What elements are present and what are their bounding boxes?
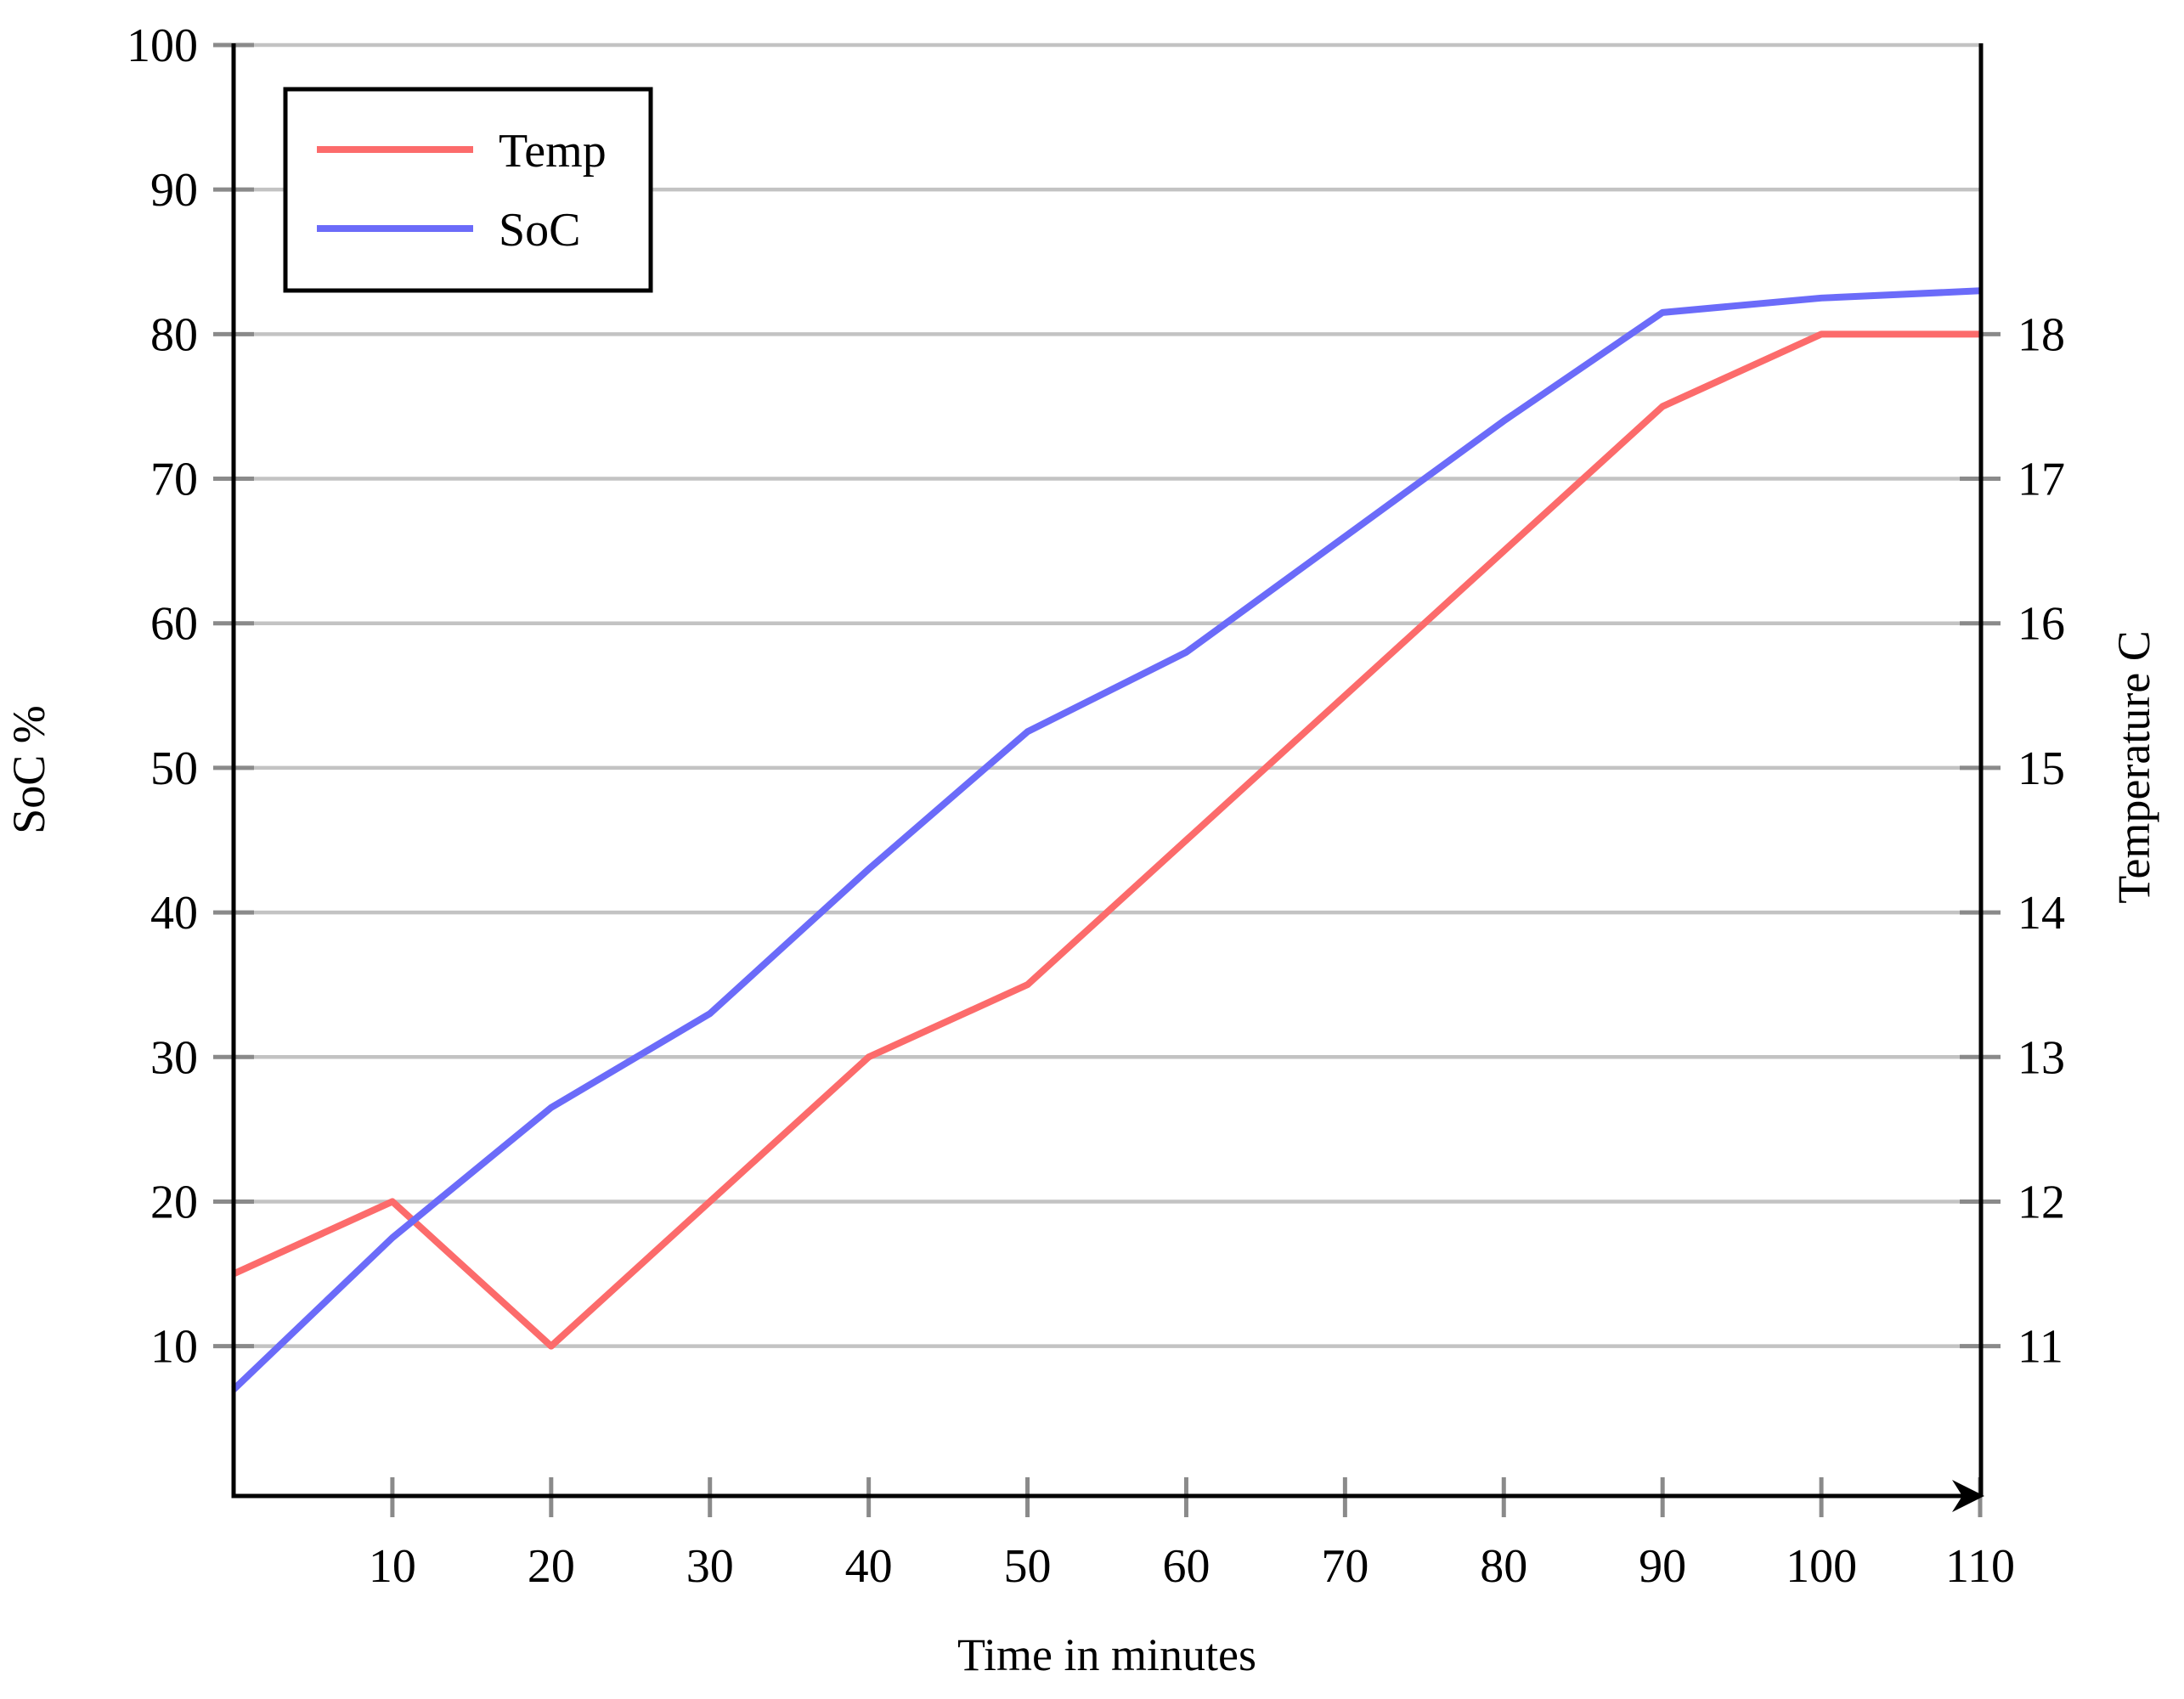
right-tick-label: 14 [2018, 887, 2065, 940]
gridlines [234, 42, 1980, 1348]
left-tick-label: 100 [127, 20, 198, 72]
right-tick-label: 16 [2018, 598, 2065, 651]
left-tick-label: 20 [150, 1176, 198, 1228]
bottom-tick-label: 80 [1480, 1540, 1527, 1593]
left-tick-label: 10 [150, 1321, 198, 1374]
left-tick-label: 60 [150, 598, 198, 651]
x-axis-title: Time in minutes [957, 1629, 1256, 1680]
legend-box [283, 87, 653, 293]
bottom-tick-label: 100 [1786, 1540, 1857, 1593]
bottom-tick-label: 10 [369, 1540, 416, 1593]
legend: Temp SoC [283, 87, 653, 293]
right-tick-label: 15 [2018, 742, 2065, 795]
left-tick-label: 70 [150, 454, 198, 506]
left-tick-label: 30 [150, 1031, 198, 1084]
right-tick-label: 18 [2018, 308, 2065, 361]
x-axis-arrowhead [1952, 1480, 1984, 1512]
left-tick-label: 80 [150, 308, 198, 361]
bottom-tick-label: 90 [1639, 1540, 1686, 1593]
right-axis-title: Temperature C [2108, 630, 2159, 904]
right-tick-label: 11 [2018, 1321, 2063, 1374]
tick-labels: 10 20 30 40 50 60 70 80 90 100 11 12 13 14 15 16 17 18 10 2… [127, 20, 2065, 1593]
axes [231, 43, 1984, 1512]
left-tick-label: 40 [150, 887, 198, 940]
legend-temp-label: Temp [499, 125, 607, 178]
legend-soc-label: SoC [499, 204, 581, 257]
right-tick-label: 12 [2018, 1176, 2065, 1228]
left-tick-label: 50 [150, 742, 198, 795]
bottom-tick-label: 30 [686, 1540, 734, 1593]
left-axis-title: SoC % [3, 705, 54, 834]
bottom-tick-label: 110 [1945, 1540, 2015, 1593]
bottom-tick-label: 70 [1321, 1540, 1369, 1593]
bottom-tick-label: 50 [1004, 1540, 1052, 1593]
right-tick-label: 17 [2018, 454, 2065, 506]
right-tick-label: 13 [2018, 1031, 2065, 1084]
bottom-tick-label: 60 [1162, 1540, 1210, 1593]
bottom-tick-label: 40 [845, 1540, 893, 1593]
left-tick-label: 90 [150, 164, 198, 217]
bottom-tick-label: 20 [528, 1540, 575, 1593]
temp-line [232, 330, 1980, 1350]
soc-line [231, 287, 1981, 1392]
